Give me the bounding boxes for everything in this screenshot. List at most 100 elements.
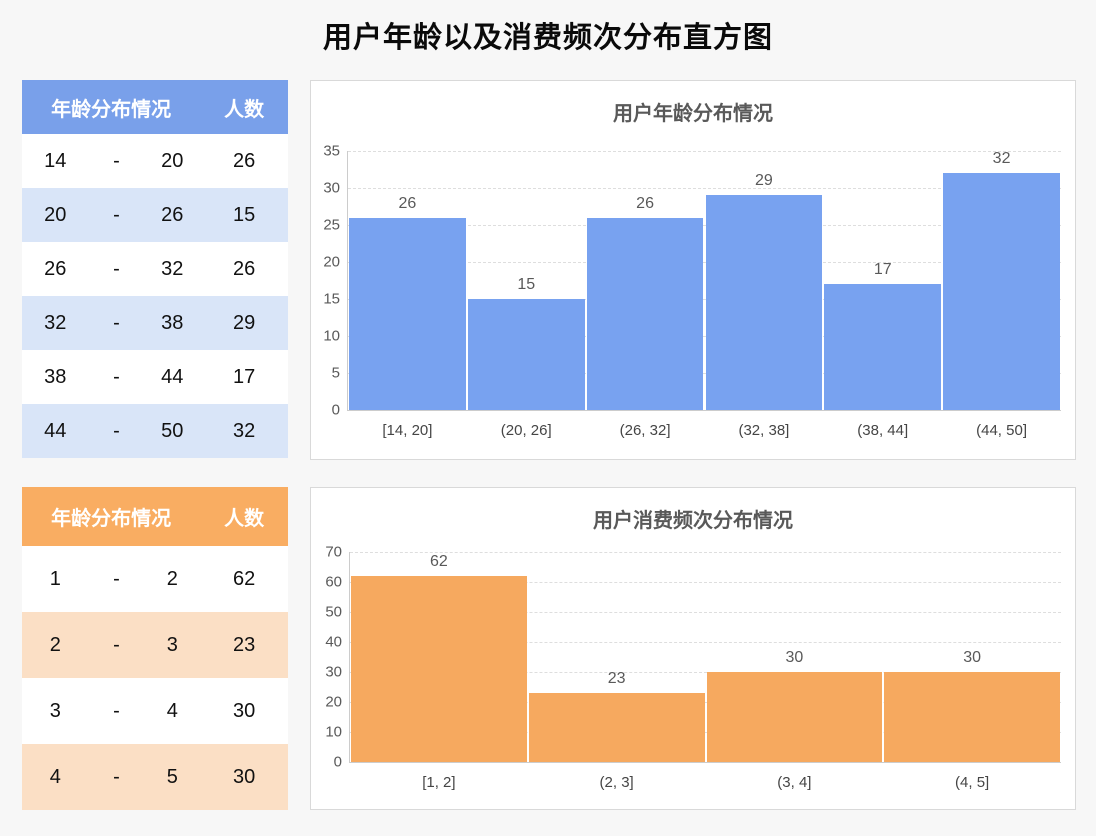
y-tick-label: 40 <box>325 633 342 651</box>
bar[interactable] <box>528 693 705 762</box>
x-axis-label: [1, 2] <box>422 774 456 791</box>
table-header: 年龄分布情况 人数 <box>22 487 288 546</box>
range-dash: - <box>113 311 120 334</box>
range-start: 14 <box>44 149 67 172</box>
chart-title: 用户年龄分布情况 <box>613 103 773 125</box>
range-end: 26 <box>161 203 184 226</box>
x-axis-label: (32, 38] <box>738 422 790 439</box>
gridline <box>350 732 1061 733</box>
count-value: 29 <box>232 311 256 334</box>
count-value: 30 <box>232 699 256 722</box>
x-axis-label: (44, 50] <box>976 422 1027 439</box>
bar[interactable] <box>349 217 466 410</box>
count-value: 32 <box>232 419 256 442</box>
table-body: 14 - 20 26 20 - 26 15 26 - 32 26 32 - 38 29 38 - 44 17 44 - 50… <box>22 134 288 458</box>
gridline <box>350 612 1061 613</box>
y-tick-label: 60 <box>325 573 342 591</box>
range-end: 5 <box>166 765 178 788</box>
range-start: 3 <box>49 699 61 722</box>
bar-value-label: 29 <box>755 172 773 190</box>
range-end: 20 <box>161 149 184 172</box>
plot-area: 0 10 20 30 40 50 60 70 62 [1, 2] 23 (2, 3] 30 (3, 4] 3… <box>325 544 1061 791</box>
bar-value-label: 26 <box>636 194 654 212</box>
range-end: 3 <box>166 633 178 656</box>
x-axis-label: (3, 4] <box>777 774 812 791</box>
range-dash: - <box>113 257 120 280</box>
count-value: 62 <box>232 567 256 590</box>
x-axis-label: (20, 26] <box>500 422 552 439</box>
bar-value-label: 30 <box>963 649 982 666</box>
range-dash: - <box>113 633 120 656</box>
table-row: 44 - 50 32 <box>22 404 288 458</box>
y-tick-label: 20 <box>323 253 340 271</box>
y-tick-label: 35 <box>323 142 340 160</box>
gridline <box>350 552 1061 553</box>
gridline <box>348 151 1061 152</box>
gridline <box>350 672 1061 673</box>
range-dash: - <box>113 699 120 722</box>
bar-value-label: 62 <box>429 553 448 570</box>
count-value: 26 <box>232 257 256 280</box>
consumption-frequency-table: 年龄分布情况 人数 1 - 2 62 2 - 3 23 3 - 4 30 4 - 5 30 <box>22 487 288 810</box>
range-header-label: 年龄分布情况 <box>51 98 172 121</box>
y-tick-label: 30 <box>323 179 340 197</box>
range-dash: - <box>113 365 120 388</box>
gridline <box>350 582 1061 583</box>
range-end: 44 <box>161 365 184 388</box>
bar[interactable] <box>943 173 1060 410</box>
bar-value-label: 30 <box>785 649 804 666</box>
range-dash: - <box>113 149 120 172</box>
bar[interactable] <box>586 217 704 410</box>
bar-value-label: 15 <box>517 276 536 293</box>
bar[interactable] <box>351 576 527 762</box>
count-value: 30 <box>232 765 256 788</box>
table-row: 38 - 44 17 <box>22 350 288 404</box>
range-start: 4 <box>49 765 61 788</box>
bar-value-label: 26 <box>398 194 417 212</box>
y-tick-label: 30 <box>325 663 342 681</box>
y-tick-label: 25 <box>323 216 340 234</box>
bar[interactable] <box>467 299 585 410</box>
x-axis-label: (2, 3] <box>599 774 634 791</box>
gridline <box>350 642 1061 643</box>
count-value: 23 <box>232 633 256 656</box>
y-tick-label: 15 <box>323 290 340 308</box>
y-tick-label: 50 <box>325 603 342 621</box>
range-dash: - <box>113 567 120 590</box>
table-row: 3 - 4 30 <box>22 678 288 744</box>
chart-title: 用户消费频次分布情况 <box>593 510 793 532</box>
bar[interactable] <box>706 672 883 762</box>
range-header-label: 年龄分布情况 <box>51 508 172 530</box>
range-start: 2 <box>49 633 61 656</box>
gridline <box>348 373 1061 374</box>
table-row: 20 - 26 15 <box>22 188 288 242</box>
count-header-label: 人数 <box>224 508 265 530</box>
x-axis-label: [14, 20] <box>382 422 433 439</box>
range-end: 50 <box>161 419 184 442</box>
table-header: 年龄分布情况 人数 <box>22 80 288 134</box>
bar-value-label: 23 <box>607 670 626 687</box>
range-start: 20 <box>44 203 67 226</box>
range-end: 32 <box>161 257 184 280</box>
table-body: 1 - 2 62 2 - 3 23 3 - 4 30 4 - 5 30 <box>22 546 288 810</box>
y-tick-label: 70 <box>325 543 342 561</box>
y-tick-label: 10 <box>325 723 342 741</box>
table-row: 4 - 5 30 <box>22 744 288 810</box>
page-title: 用户年龄以及消费频次分布直方图 <box>322 22 773 54</box>
count-value: 26 <box>232 149 256 172</box>
bar[interactable] <box>824 284 942 410</box>
age-chart-panel: 用户年龄分布情况 0 5 10 15 20 25 30 35 26 [14, 20] 15 (20, … <box>310 80 1076 460</box>
table-row: 26 - 32 26 <box>22 242 288 296</box>
y-tick-label: 20 <box>325 693 342 711</box>
x-axis-label: (38, 44] <box>857 422 909 439</box>
range-dash: - <box>113 765 120 788</box>
bar[interactable] <box>884 672 1060 762</box>
bar[interactable] <box>705 195 823 410</box>
x-axis-label: (26, 32] <box>619 422 671 439</box>
count-header-label: 人数 <box>224 98 265 121</box>
plot-area: 0 5 10 15 20 25 30 35 26 [14, 20] 15 (20, 26] 26 (26,… <box>323 143 1061 439</box>
table-row: 2 - 3 23 <box>22 612 288 678</box>
frequency-chart-panel: 用户消费频次分布情况 0 10 20 30 40 50 60 70 62 [1, 2] 23 (2, … <box>310 487 1076 810</box>
x-axis-label: (4, 5] <box>955 774 990 791</box>
range-start: 44 <box>44 419 67 442</box>
